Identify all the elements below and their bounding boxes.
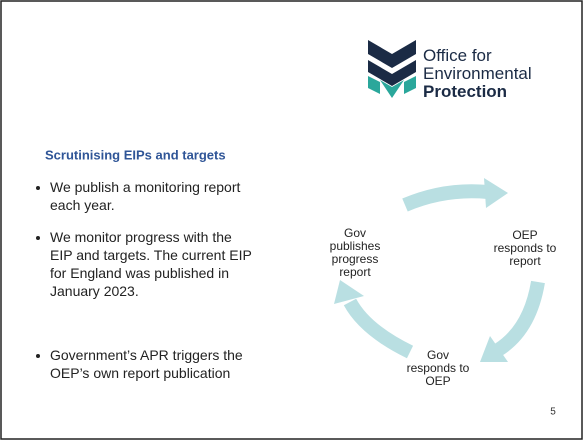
bullet-list: We publish a monitoring report each year.… [36,179,252,381]
cycle-node: OEP responds to report [494,228,557,268]
cycle-node-line: responds to [494,241,557,255]
logo-line: Environmental [423,64,532,83]
bullet-line: Government’s APR triggers the [50,347,243,363]
logo-line: Office for [423,46,492,65]
cycle-node-line: OEP [512,228,537,242]
cycle-node-line: Gov [344,226,366,240]
bullet-line: for England was published in [50,265,229,281]
bullet-dot [36,354,40,358]
page-number: 5 [550,407,556,418]
bullet-dot [36,186,40,190]
bullet-text: We monitor progress with the EIP and targ… [50,229,252,299]
logo-icon [368,40,416,98]
logo-line: Protection [423,82,507,101]
bullet-line: We monitor progress with the [50,229,232,245]
cycle-node-line: report [509,254,541,268]
bullet-line: We publish a monitoring report [50,179,241,195]
logo-text: Office for Environmental Protection [423,46,532,101]
bullet-text: We publish a monitoring report each year. [50,179,241,213]
cycle-node-line: OEP [425,374,450,388]
cycle-node-line: publishes [330,239,381,253]
cycle-node-line: progress [332,252,379,266]
cycle-node-line: report [339,265,371,279]
bullet-line: January 2023. [50,283,139,299]
bullet-dot [36,236,40,240]
bullet-line: OEP’s own report publication [50,365,230,381]
cycle-node: Gov publishes progress report [330,226,381,279]
cycle-node-line: responds to [407,361,470,375]
bullet-text: Government’s APR triggers the OEP’s own r… [50,347,243,381]
bullet-line: EIP and targets. The current EIP [50,247,252,263]
bullet-line: each year. [50,197,115,213]
cycle-arrows [334,178,545,362]
cycle-node: Gov responds to OEP [407,348,470,388]
cycle-node-line: Gov [427,348,449,362]
heading: Scrutinising EIPs and targets [45,147,226,162]
